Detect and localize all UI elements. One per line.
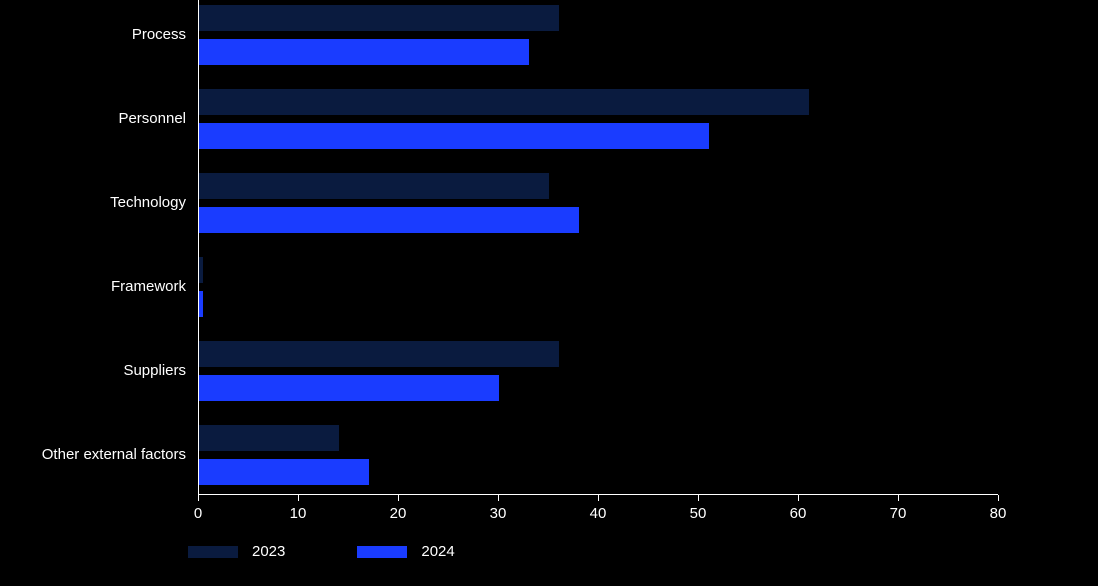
x-tick-mark: [798, 495, 799, 501]
x-tick-label: 30: [490, 505, 507, 522]
bar: [199, 5, 559, 31]
x-tick-label: 80: [990, 505, 1007, 522]
x-tick-mark: [298, 495, 299, 501]
x-tick-mark: [698, 495, 699, 501]
legend-swatch: [188, 546, 238, 558]
x-tick-label: 10: [290, 505, 307, 522]
x-tick-mark: [998, 495, 999, 501]
x-tick-label: 40: [590, 505, 607, 522]
legend: 2023 2024: [188, 543, 455, 560]
plot-area: [198, 0, 998, 495]
x-tick-label: 20: [390, 505, 407, 522]
bar: [199, 89, 809, 115]
category-label: Technology: [0, 194, 186, 211]
legend-label: 2024: [421, 543, 454, 560]
category-label: Suppliers: [0, 362, 186, 379]
bar: [199, 341, 559, 367]
x-tick-mark: [398, 495, 399, 501]
x-tick-label: 60: [790, 505, 807, 522]
bar: [199, 173, 549, 199]
legend-label: 2023: [252, 543, 285, 560]
legend-swatch: [357, 546, 407, 558]
x-tick-mark: [198, 495, 199, 501]
x-tick-label: 50: [690, 505, 707, 522]
x-tick-mark: [598, 495, 599, 501]
grouped-horizontal-bar-chart: Process Personnel Technology Framework Suppl…: [0, 0, 1098, 586]
x-tick-label: 70: [890, 505, 907, 522]
bar: [199, 459, 369, 485]
category-label: Process: [0, 26, 186, 43]
x-tick-mark: [898, 495, 899, 501]
bar: [199, 207, 579, 233]
bar: [199, 425, 339, 451]
legend-item: 2023: [188, 543, 285, 560]
category-label: Other external factors: [0, 446, 186, 463]
bar: [199, 39, 529, 65]
category-label: Personnel: [0, 110, 186, 127]
x-tick-label: 0: [194, 505, 202, 522]
bar: [199, 375, 499, 401]
y-axis-line: [198, 0, 199, 495]
legend-item: 2024: [357, 543, 454, 560]
x-tick-mark: [498, 495, 499, 501]
category-label: Framework: [0, 278, 186, 295]
bar: [199, 291, 203, 317]
bar: [199, 123, 709, 149]
bar: [199, 257, 203, 283]
